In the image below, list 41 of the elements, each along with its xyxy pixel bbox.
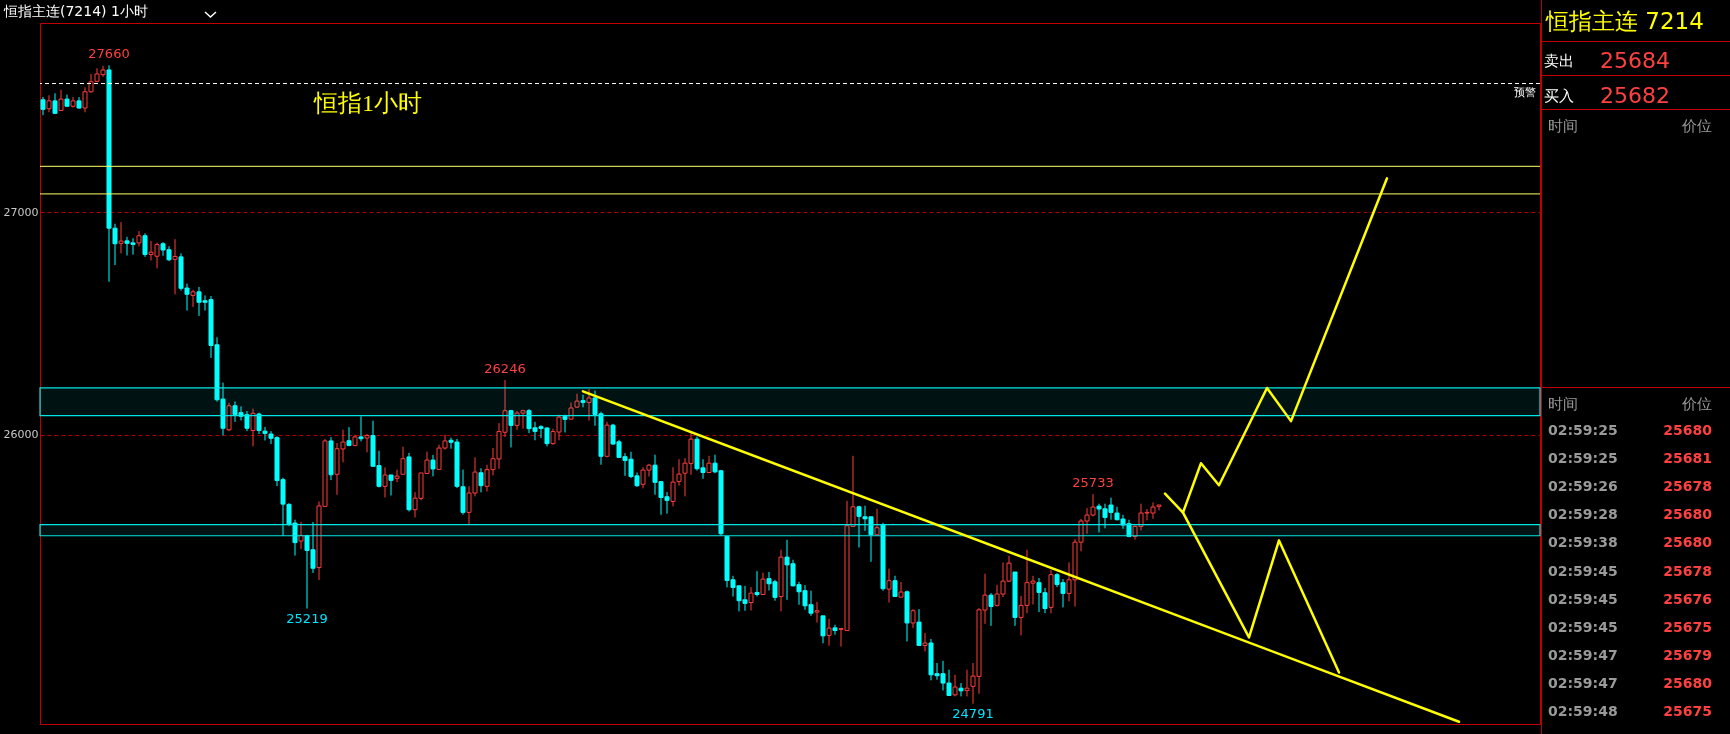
text: 时间 <box>1548 117 1578 135</box>
text: 时间 <box>1548 395 1578 413</box>
text: 02:59:47 <box>1548 674 1618 691</box>
text: 价位 <box>1681 395 1712 413</box>
text: 25684 <box>1600 48 1670 73</box>
text: 恒指1小时 <box>313 90 422 116</box>
text: 恒指主连 7214 <box>1545 8 1704 34</box>
annotation: 24791 <box>952 705 994 721</box>
text: 02:59:45 <box>1548 562 1618 579</box>
annotation: 25733 <box>1072 475 1114 491</box>
y-tick-label: 26000 <box>3 428 39 442</box>
text: 02:59:47 <box>1548 646 1618 663</box>
text: 02:59:38 <box>1548 534 1618 551</box>
ref-line-label: 预警 <box>1514 85 1536 99</box>
text: 25680 <box>1663 674 1713 691</box>
text: 02:59:45 <box>1548 590 1618 607</box>
text: 卖出 <box>1544 52 1574 70</box>
text: 02:59:25 <box>1548 422 1618 438</box>
annotation: 27660 <box>88 46 130 62</box>
text: 25680 <box>1663 506 1713 523</box>
text: 25678 <box>1663 478 1712 495</box>
text: 25676 <box>1663 590 1712 607</box>
text: 25679 <box>1663 646 1712 663</box>
annotation: 25219 <box>286 610 328 626</box>
y-tick-label: 27000 <box>3 205 39 219</box>
text: 02:59:25 <box>1548 450 1618 467</box>
text: 02:59:48 <box>1548 703 1618 719</box>
text: 25675 <box>1663 703 1712 719</box>
text: 买入 <box>1544 87 1574 105</box>
text: 25682 <box>1600 83 1670 108</box>
text: 02:59:26 <box>1548 478 1618 495</box>
annotation: 26246 <box>484 360 526 376</box>
text: 25681 <box>1663 450 1712 467</box>
text: 02:59:45 <box>1548 618 1618 635</box>
text: 25678 <box>1663 562 1712 579</box>
text: 价位 <box>1681 117 1712 135</box>
text: 25675 <box>1663 618 1712 635</box>
text: 25680 <box>1663 422 1713 438</box>
text: 25680 <box>1663 534 1713 551</box>
text: 02:59:28 <box>1548 506 1618 523</box>
chart-subtitle: 恒指主连(7214) 1小时 <box>3 3 148 19</box>
